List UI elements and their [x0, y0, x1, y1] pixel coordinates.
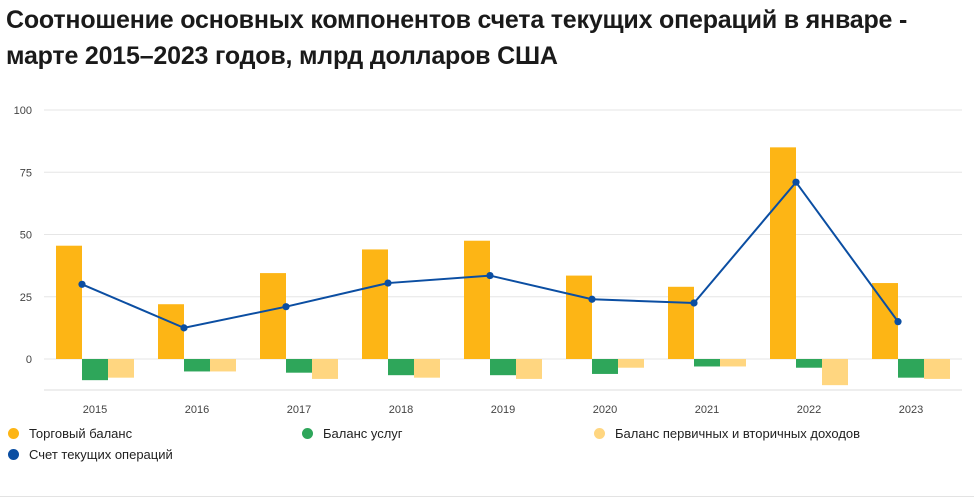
y-tick-label: 0: [26, 354, 32, 366]
bar-services-2021: [694, 359, 720, 367]
legend-marker-icon: [8, 428, 19, 439]
legend-item-trade-balance[interactable]: Торговый баланс: [8, 426, 132, 441]
y-tick-label: 25: [20, 292, 32, 304]
bar-trade-2016: [158, 304, 184, 359]
legend-marker-icon: [594, 428, 605, 439]
x-tick-label: 2015: [83, 404, 107, 416]
x-tick-label: 2017: [287, 404, 311, 416]
bar-income-2018: [414, 359, 440, 378]
x-tick-label: 2016: [185, 404, 209, 416]
x-tick-label: 2019: [491, 404, 515, 416]
x-tick-label: 2021: [695, 404, 719, 416]
current-account-point-2021: [690, 299, 698, 307]
bar-income-2021: [720, 359, 746, 367]
legend-label: Счет текущих операций: [29, 447, 173, 462]
bar-trade-2018: [362, 249, 388, 359]
legend-label: Торговый баланс: [29, 426, 133, 441]
legend-item-income-balance[interactable]: Баланс первичных и вторичных доходов: [594, 426, 860, 441]
legend-label: Баланс услуг: [323, 426, 403, 441]
legend-item-current-account[interactable]: Счет текущих операций: [8, 447, 173, 462]
current-account-point-2016: [180, 324, 188, 332]
bar-services-2017: [286, 359, 312, 373]
bar-services-2022: [796, 359, 822, 368]
bar-income-2019: [516, 359, 542, 379]
bar-income-2023: [924, 359, 950, 379]
current-account-point-2022: [792, 178, 800, 186]
combo-chart: 0 25 50 75 100 2015 2016 2017 2018 2019 2020 2021 20…: [14, 105, 962, 416]
x-tick-label: 2023: [899, 404, 923, 416]
x-tick-label: 2020: [593, 404, 617, 416]
current-account-point-2019: [486, 271, 494, 280]
legend-marker-icon: [8, 449, 19, 460]
y-tick-label: 50: [20, 230, 32, 242]
bar-income-2020: [618, 359, 644, 368]
bar-income-2016: [210, 359, 236, 372]
bar-services-2015: [82, 359, 108, 381]
bar-trade-2020: [566, 275, 592, 359]
x-tick-label: 2022: [797, 404, 821, 416]
x-tick-label: 2018: [389, 404, 413, 416]
bar-services-2019: [490, 359, 516, 376]
bar-trade-2023: [872, 283, 898, 359]
bar-income-2015: [108, 359, 134, 378]
bar-trade-2019: [464, 240, 490, 359]
bar-trade-2022: [770, 147, 796, 359]
bar-services-2016: [184, 359, 210, 372]
chart-title: Соотношение основных компонентов счета т…: [6, 6, 908, 70]
legend-label: Баланс первичных и вторичных доходов: [615, 426, 861, 441]
current-account-point-2023: [894, 318, 902, 326]
bar-trade-2017: [260, 273, 286, 359]
legend-marker-icon: [302, 428, 313, 439]
current-account-point-2015: [78, 280, 86, 288]
y-tick-label: 100: [14, 105, 32, 117]
bar-services-2018: [388, 359, 414, 376]
current-account-point-2020: [588, 295, 596, 303]
current-account-point-2018: [384, 279, 392, 287]
bar-income-2017: [312, 359, 338, 379]
bar-services-2020: [592, 359, 618, 374]
bar-services-2023: [898, 359, 924, 378]
bar-trade-2015: [56, 245, 82, 359]
current-account-point-2017: [282, 303, 290, 311]
y-tick-label: 75: [20, 167, 32, 179]
bottom-divider: [0, 496, 974, 497]
legend-item-services-balance[interactable]: Баланс услуг: [302, 426, 403, 441]
bar-trade-2021: [668, 286, 694, 359]
bar-income-2022: [822, 359, 848, 386]
